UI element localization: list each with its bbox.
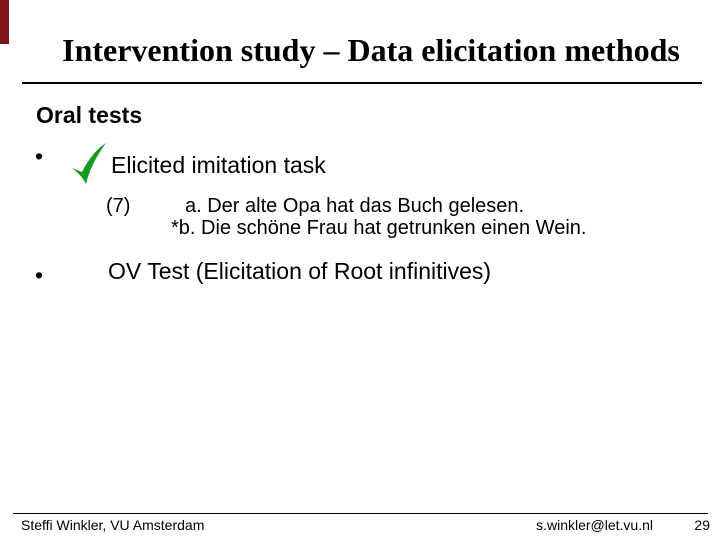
accent-bar (0, 0, 9, 44)
footer-divider (13, 513, 708, 514)
title-divider (22, 82, 702, 84)
green-checkmark-icon (70, 141, 108, 185)
footer-page-number: 29 (694, 517, 710, 533)
section-heading: Oral tests (36, 102, 143, 128)
example-line-b: *b. Die schöne Frau hat getrunken einen … (171, 217, 587, 239)
bullet-marker: • (35, 143, 44, 169)
example-line-a: a. Der alte Opa hat das Buch gelesen. (185, 195, 525, 217)
footer-author: Steffi Winkler, VU Amsterdam (21, 517, 205, 533)
footer-email: s.winkler@let.vu.nl (536, 517, 653, 533)
bullet-label-elicited-imitation: Elicited imitation task (111, 152, 326, 178)
bullet-marker: • (35, 262, 44, 288)
page-title: Intervention study – Data elicitation me… (62, 32, 680, 68)
example-number: (7) (106, 195, 131, 217)
bullet-label-ov-test: OV Test (Elicitation of Root infinitives… (108, 258, 492, 284)
